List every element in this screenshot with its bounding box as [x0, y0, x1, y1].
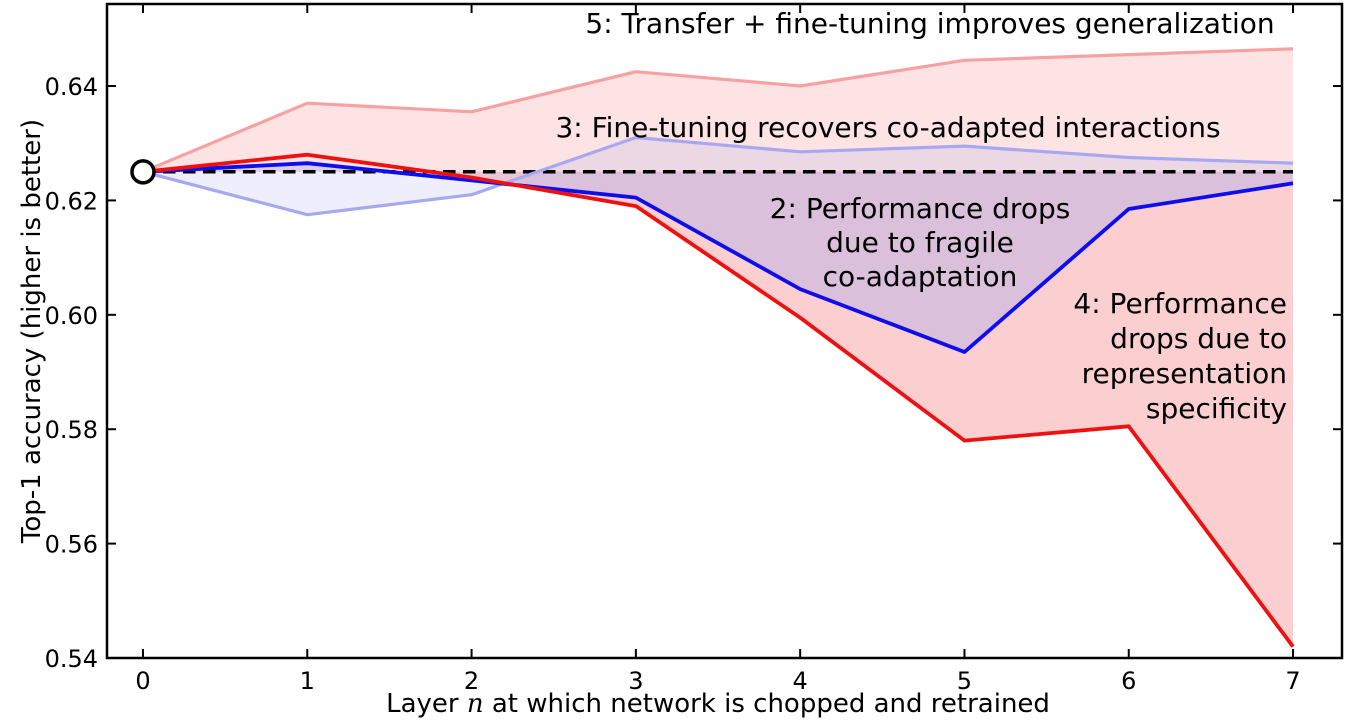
annotation-note2: 2: Performance drops due to fragile co-ada… — [770, 192, 1071, 293]
annotation-note3: 3: Fine-tuning recovers co-adapted inter… — [555, 111, 1220, 144]
annotation-note4-line: representation — [1082, 357, 1287, 390]
annotation-note4: 4: Performance drops due to representation… — [1073, 287, 1287, 425]
annotation-note3-line: 3: Fine-tuning recovers co-adapted inter… — [555, 111, 1220, 144]
series-line-finetune-recovers — [142, 135, 1294, 217]
series-line-transfer-finetune — [142, 47, 1294, 174]
x-axis-label-math-var: n — [467, 689, 484, 719]
fill-region-coadapt-band-inner — [143, 163, 1293, 352]
y-tick-label: 0.60 — [45, 302, 98, 330]
annotation-note4-line: drops due to — [1110, 322, 1287, 355]
fill-region-transfer-band-outer — [143, 48, 1293, 647]
series-line-fragile-coadaptation — [142, 161, 1294, 354]
x-tick-label: 0 — [135, 667, 150, 695]
x-tick-label: 4 — [793, 667, 808, 695]
annotation-note2-line: due to fragile — [826, 226, 1014, 259]
x-tick-label: 1 — [300, 667, 315, 695]
fill-region-transfer-band-inner — [143, 154, 1293, 647]
x-tick-label: 7 — [1285, 667, 1300, 695]
baseline-start-marker — [130, 159, 156, 185]
annotation-note2-line: co-adaptation — [823, 260, 1018, 293]
series-line-representation-specificity — [142, 152, 1295, 648]
y-tick-label: 0.62 — [45, 187, 98, 215]
y-tick-label: 0.56 — [45, 531, 98, 559]
annotation-note4-line: 4: Performance — [1073, 287, 1287, 320]
x-tick-label: 3 — [628, 667, 643, 695]
x-tick-label: 5 — [957, 667, 972, 695]
y-axis-label: Top-1 accuracy (higher is better) — [17, 119, 47, 544]
y-tick-label: 0.54 — [45, 645, 98, 673]
y-tick-label: 0.64 — [45, 73, 98, 101]
annotation-note4-line: specificity — [1146, 392, 1287, 425]
annotation-note5: 5: Transfer + fine-tuning improves gener… — [585, 7, 1274, 40]
x-tick-label: 6 — [1121, 667, 1136, 695]
x-axis-label: Layer n at which network is chopped and … — [386, 689, 1050, 719]
annotation-note2-line: 2: Performance drops — [770, 192, 1071, 225]
y-tick-label: 0.58 — [45, 416, 98, 444]
annotation-note5-line: 5: Transfer + fine-tuning improves gener… — [585, 7, 1274, 40]
plot-border — [105, 2, 1344, 660]
x-tick-label: 2 — [464, 667, 479, 695]
fill-region-coadapt-band-outer — [143, 137, 1293, 352]
